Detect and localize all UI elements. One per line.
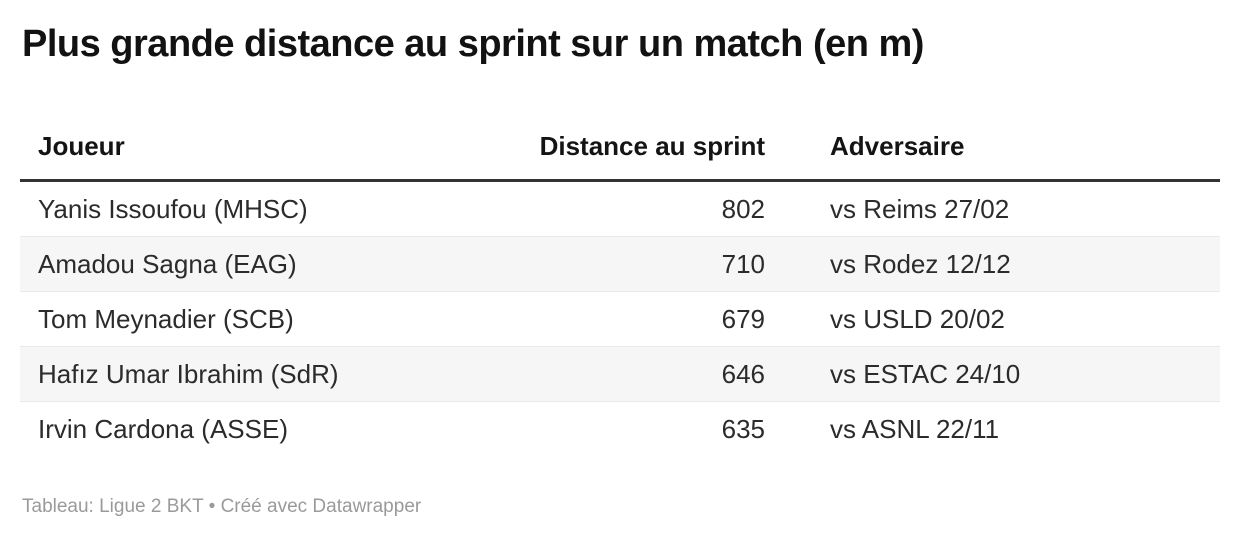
chart-title: Plus grande distance au sprint sur un ma…	[22, 23, 924, 65]
cell-adversaire: vs Rodez 12/12	[830, 248, 1011, 279]
cell-adversaire: vs Reims 27/02	[830, 193, 1010, 224]
column-header-adversaire: Adversaire	[795, 115, 1220, 182]
table-header: Joueur Distance au sprint Adversaire	[20, 115, 1220, 182]
cell-joueur: Amadou Sagna (EAG)	[38, 248, 297, 279]
footer: Tableau: Ligue 2 BKT • Créé avec Datawra…	[22, 496, 1220, 518]
table-row: Amadou Sagna (EAG) 710 vs Rodez 12/12	[20, 236, 1220, 292]
cell-distance: 802	[721, 193, 765, 224]
table-body: Yanis Issoufou (MHSC) 802 vs Reims 27/02…	[20, 180, 1220, 456]
table-row: Irvin Cardona (ASSE) 635 vs ASNL 22/11	[20, 401, 1220, 456]
cell-distance: 679	[721, 303, 765, 334]
column-header-distance: Distance au sprint	[500, 115, 795, 182]
table-row: Tom Meynadier (SCB) 679 vs USLD 20/02	[20, 291, 1220, 346]
cell-joueur: Tom Meynadier (SCB)	[38, 303, 294, 334]
table-row: Yanis Issoufou (MHSC) 802 vs Reims 27/02	[20, 180, 1220, 236]
footer-separator: •	[208, 495, 216, 517]
column-header-joueur: Joueur	[20, 115, 500, 182]
cell-distance: 635	[721, 413, 765, 444]
data-table: Joueur Distance au sprint Adversaire Yan…	[20, 115, 1220, 456]
cell-distance: 646	[721, 358, 765, 389]
cell-joueur: Irvin Cardona (ASSE)	[38, 413, 288, 444]
table-row: Hafız Umar Ibrahim (SdR) 646 vs ESTAC 24…	[20, 346, 1220, 402]
source-note: Tableau: Ligue 2 BKT	[22, 495, 204, 517]
datawrapper-attribution-link[interactable]: Créé avec Datawrapper	[220, 495, 422, 517]
cell-adversaire: vs ASNL 22/11	[830, 413, 1000, 444]
table-header-row: Joueur Distance au sprint Adversaire	[20, 115, 1220, 182]
cell-adversaire: vs USLD 20/02	[830, 303, 1005, 334]
cell-adversaire: vs ESTAC 24/10	[830, 358, 1021, 389]
cell-joueur: Hafız Umar Ibrahim (SdR)	[38, 358, 339, 389]
cell-distance: 710	[721, 248, 765, 279]
cell-joueur: Yanis Issoufou (MHSC)	[38, 193, 308, 224]
